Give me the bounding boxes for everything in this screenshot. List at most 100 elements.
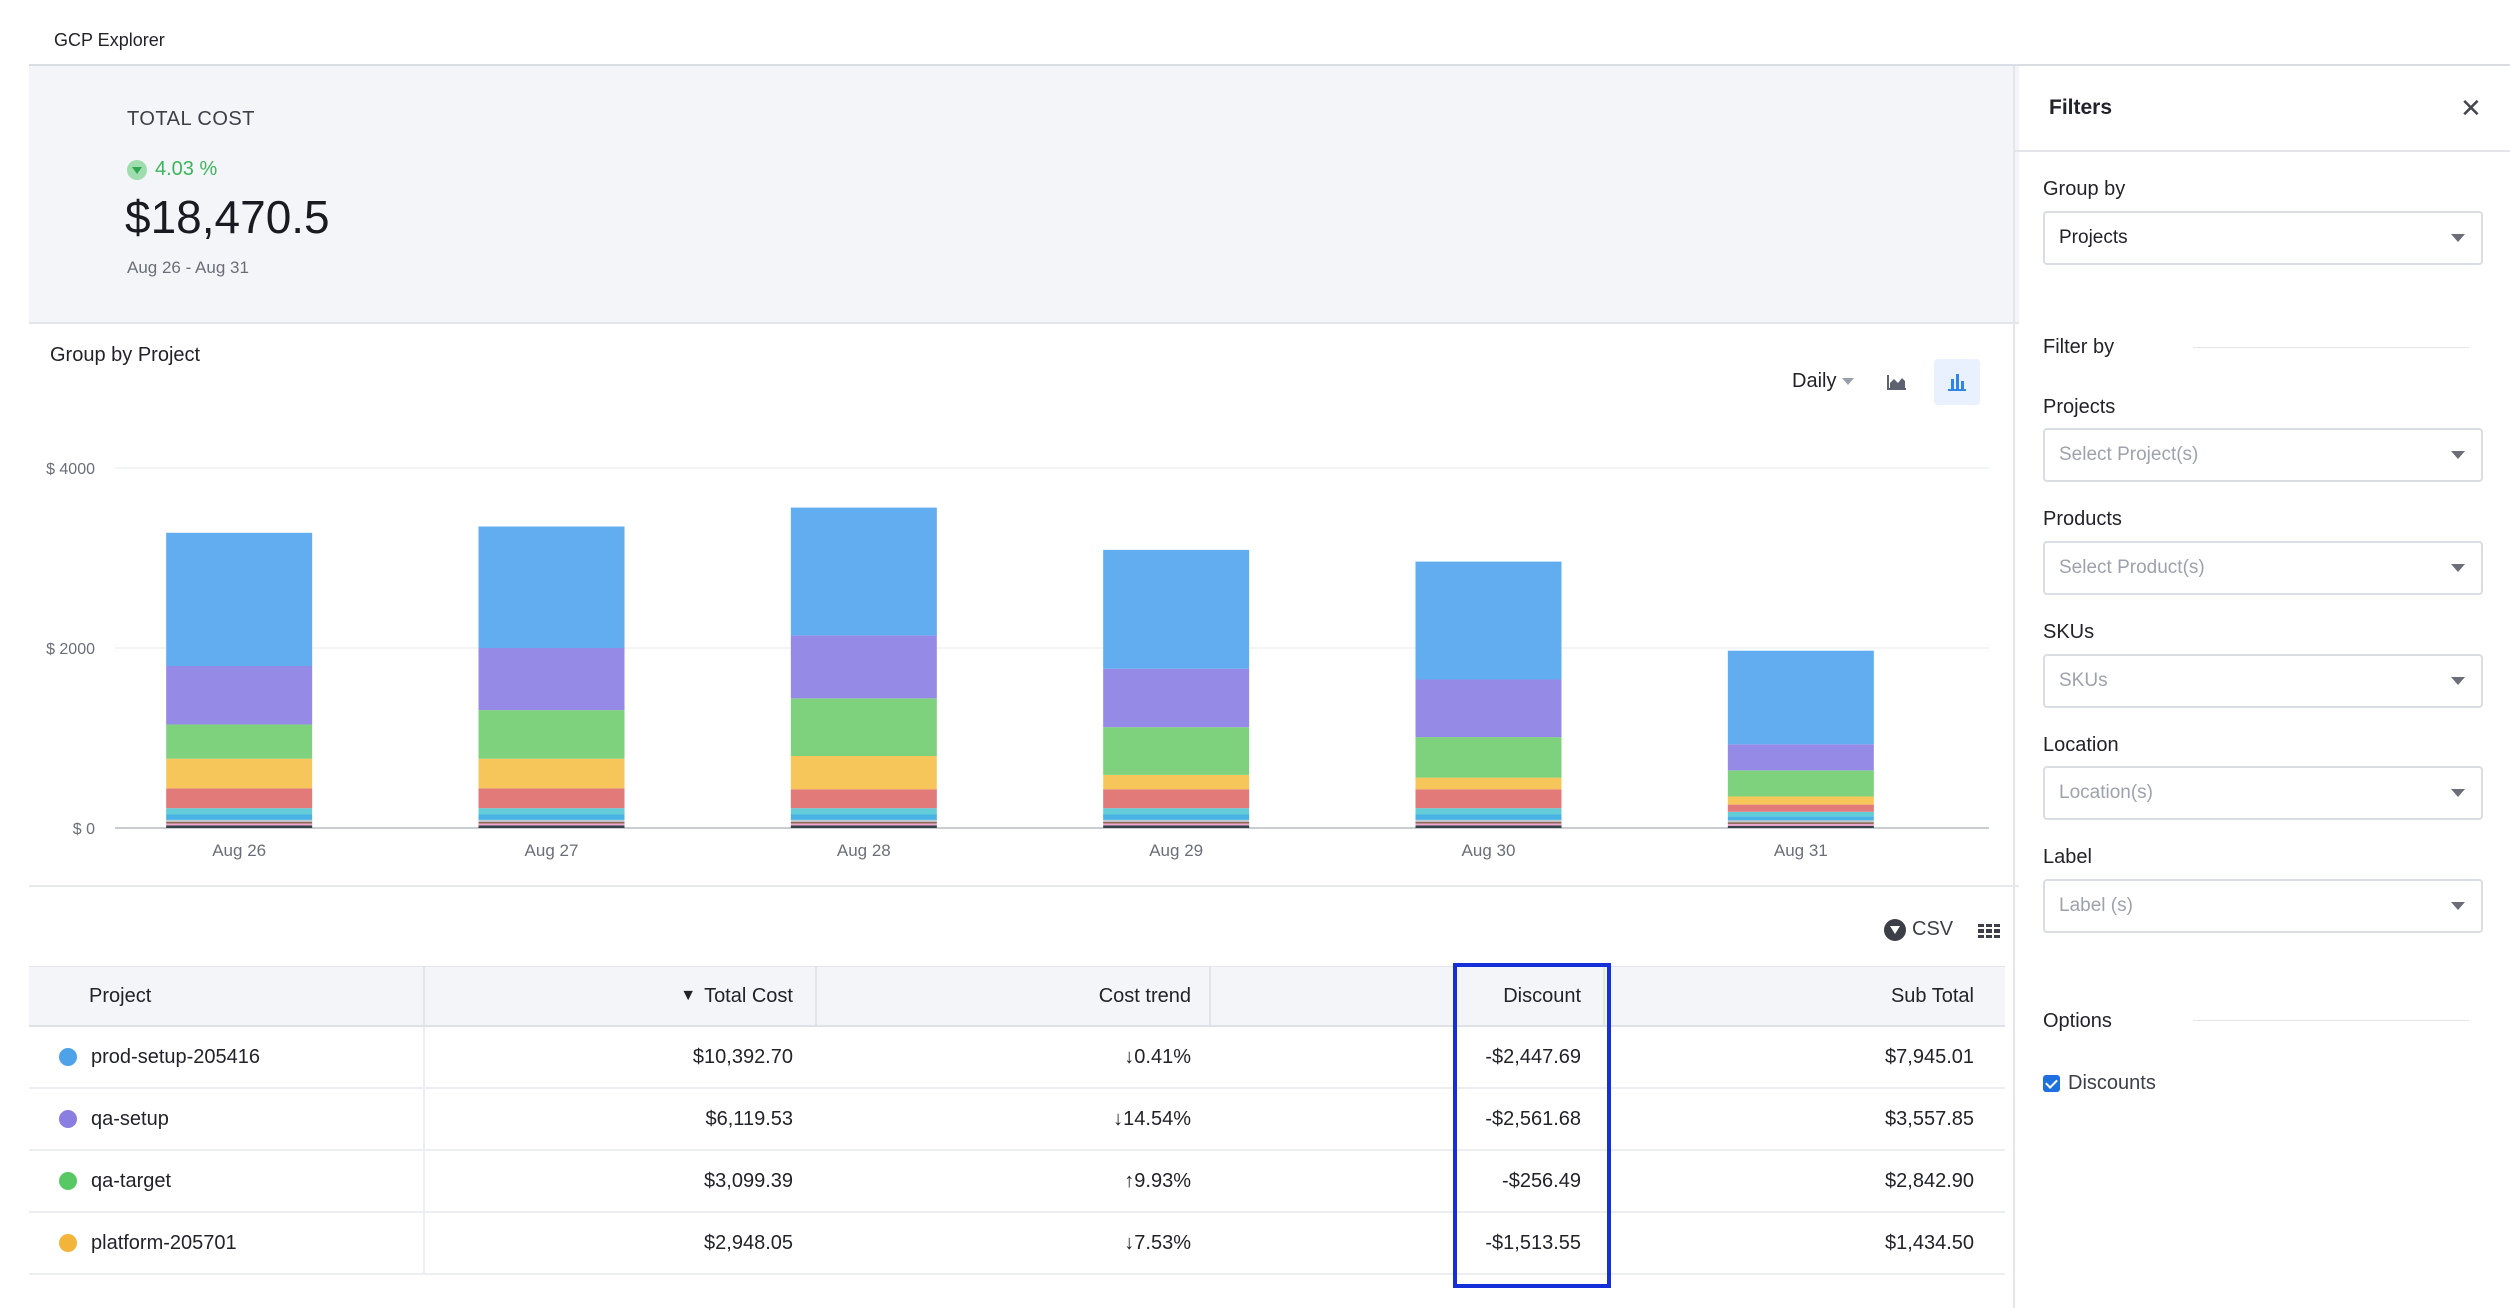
project-name: qa-setup (91, 1107, 169, 1130)
series-color-dot (59, 1110, 77, 1128)
chevron-down-icon (2451, 902, 2465, 910)
bar-segment (1103, 821, 1250, 824)
bar-segment (166, 788, 313, 809)
filter-by-label: Filter by (2043, 336, 2115, 358)
column-divider (423, 1027, 425, 1087)
bar-segment (478, 526, 625, 648)
cost-trend-cell: ↓7.53% (1124, 1231, 1191, 1254)
cost-trend-cell: ↓0.41% (1124, 1045, 1191, 1068)
bar-segment (478, 648, 625, 711)
bar-segment (790, 819, 937, 822)
total-cost-cell: $3,099.39 (704, 1169, 793, 1192)
bar-segment (790, 808, 937, 815)
table-row[interactable]: platform-205701 $2,948.05 ↓7.53% -$1,513.55… (29, 1213, 2005, 1275)
bar-segment (1727, 804, 1874, 812)
location-label: Location (2043, 734, 2119, 756)
options-label: Options (2043, 1010, 2112, 1032)
date-range: Aug 26 - Aug 31 (127, 258, 249, 277)
bar-segment (1727, 816, 1874, 821)
discount-cell: -$2,561.68 (1485, 1107, 1581, 1130)
chevron-down-icon (2451, 564, 2465, 572)
total-cost-summary (29, 66, 2019, 324)
bar-segment (1415, 825, 1562, 828)
bar-segment (1727, 796, 1874, 805)
bar-segment (790, 823, 937, 826)
projects-label: Projects (2043, 396, 2116, 418)
filters-header-divider (2015, 150, 2510, 152)
bar-chart-icon (1948, 374, 1966, 391)
skus-select[interactable]: SKUs (2043, 654, 2483, 708)
total-cost-cell: $6,119.53 (705, 1107, 794, 1130)
skus-placeholder: SKUs (2059, 670, 2108, 691)
bar-segment (166, 666, 313, 725)
total-cost-label: TOTAL COST (127, 108, 255, 130)
chevron-down-icon (2451, 677, 2465, 685)
close-icon[interactable]: ✕ (2460, 93, 2482, 123)
bar-chart-button[interactable] (1934, 359, 1980, 405)
projects-select[interactable]: Select Project(s) (2043, 428, 2483, 482)
bar-segment (1103, 808, 1250, 815)
chevron-down-icon (1842, 378, 1855, 385)
bar-segment (1415, 819, 1562, 822)
csv-download-button[interactable]: CSV (1884, 918, 1953, 941)
bar-segment (1415, 823, 1562, 826)
bar-segment (1727, 650, 1874, 745)
table-row[interactable]: prod-setup-205416 $10,392.70 ↓0.41% -$2,447… (29, 1027, 2005, 1089)
x-tick-label: Aug 30 (1462, 841, 1516, 860)
bar-segment (1415, 679, 1562, 738)
period-dropdown[interactable]: Daily (1792, 370, 1855, 393)
table-row[interactable]: qa-setup $6,119.53 ↓14.54% -$2,561.68 $3,557… (29, 1089, 2005, 1151)
bar-segment (478, 821, 625, 824)
filters-title: Filters (2049, 96, 2113, 119)
discounts-option[interactable]: Discounts (2043, 1072, 2156, 1095)
bar-segment (478, 758, 625, 789)
filter-by-divider (2193, 347, 2469, 348)
column-divider (423, 1089, 425, 1149)
bar-segment (1727, 770, 1874, 797)
header-project[interactable]: Project (89, 984, 152, 1007)
header-discount[interactable]: Discount (1503, 984, 1581, 1007)
label-select[interactable]: Label (s) (2043, 879, 2483, 933)
bar-segment (1415, 789, 1562, 809)
bar-segment (166, 724, 313, 759)
header-cost-trend[interactable]: Cost trend (1098, 984, 1191, 1007)
bar-segment (790, 814, 937, 820)
column-settings-icon[interactable] (1978, 924, 2000, 938)
bar-segment (1415, 814, 1562, 820)
table-row[interactable]: qa-target $3,099.39 ↑9.93% -$256.49 $2,842.9… (29, 1151, 2005, 1213)
options-divider (2193, 1020, 2469, 1021)
bar-segment (478, 808, 625, 815)
discount-cell: -$2,447.69 (1485, 1045, 1581, 1068)
discount-cell: -$256.49 (1502, 1169, 1581, 1192)
bar-segment (1103, 549, 1250, 669)
bar-segment (790, 789, 937, 809)
group-by-select[interactable]: Projects (2043, 211, 2483, 265)
bar-segment (1415, 777, 1562, 790)
header-total-cost[interactable]: ▼ Total Cost (680, 967, 793, 1025)
discounts-checkbox[interactable] (2043, 1075, 2060, 1092)
sub-total-cell: $1,434.50 (1885, 1231, 1974, 1254)
table-header: Project ▼ Total Cost Cost trend Discount… (29, 966, 2005, 1027)
group-by-label: Group by (2043, 178, 2126, 200)
products-select[interactable]: Select Product(s) (2043, 541, 2483, 595)
bar-segment (1727, 811, 1874, 817)
bar-segment (166, 758, 313, 789)
header-sub-total[interactable]: Sub Total (1890, 984, 1974, 1007)
bar-segment (1103, 819, 1250, 822)
y-tick-label: $ 0 (73, 821, 95, 838)
area-chart-button[interactable] (1874, 359, 1920, 405)
bar-segment (790, 698, 937, 756)
label-placeholder: Label (s) (2059, 895, 2133, 916)
app-title: GCP Explorer (54, 30, 165, 50)
series-color-dot (59, 1048, 77, 1066)
location-select[interactable]: Location(s) (2043, 766, 2483, 820)
products-placeholder: Select Product(s) (2059, 557, 2205, 578)
y-tick-label: $ 2000 (46, 641, 95, 658)
bar-segment (1727, 823, 1874, 826)
project-cell: qa-target (59, 1151, 171, 1211)
chart-title: Group by Project (50, 344, 201, 366)
project-name: prod-setup-205416 (91, 1045, 261, 1068)
sub-total-cell: $2,842.90 (1885, 1169, 1974, 1192)
chevron-down-icon (2451, 451, 2465, 459)
bar-segment (166, 825, 313, 828)
